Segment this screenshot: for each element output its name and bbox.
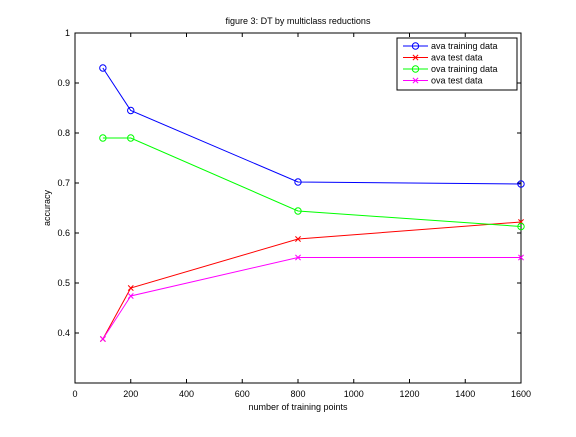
x-tick-label: 1000 — [344, 389, 364, 399]
data-point — [127, 285, 134, 291]
y-tick-label: 0.9 — [57, 78, 70, 88]
legend-label: ova training data — [431, 64, 498, 74]
y-tick-label: 0.4 — [57, 328, 70, 338]
series-line — [102, 137, 522, 227]
series-line — [102, 67, 522, 185]
data-point — [518, 254, 524, 261]
data-point — [295, 254, 301, 261]
series-ova-test-data — [99, 254, 524, 342]
data-point — [99, 134, 107, 142]
series-ava-training-data — [99, 64, 525, 188]
x-tick-label: 800 — [290, 389, 305, 399]
series-line — [102, 257, 521, 340]
data-point — [294, 178, 302, 186]
chart-title: figure 3: DT by multiclass reductions — [226, 16, 371, 26]
data-point — [99, 336, 106, 342]
y-tick-label: 0.7 — [57, 178, 70, 188]
legend-item: ova test data — [403, 76, 483, 86]
x-tick-label: 1200 — [399, 389, 419, 399]
legend-item: ava test data — [403, 53, 483, 63]
x-tick-label: 1400 — [455, 389, 475, 399]
data-point — [127, 293, 134, 299]
legend-marker — [412, 77, 419, 84]
y-tick-label: 1 — [65, 28, 70, 38]
legend-label: ava test data — [431, 53, 483, 63]
data-point — [294, 207, 302, 215]
legend-item: ava training data — [403, 41, 498, 51]
y-tick-label: 0.8 — [57, 128, 70, 138]
data-point — [517, 222, 525, 231]
legend-item: ova training data — [403, 64, 498, 74]
y-tick-label: 0.5 — [57, 278, 70, 288]
data-point — [295, 236, 301, 242]
legend-marker — [411, 65, 420, 73]
x-tick-label: 0 — [72, 389, 77, 399]
data-point — [127, 134, 135, 142]
x-tick-label: 600 — [235, 389, 250, 399]
x-tick-label: 1600 — [511, 389, 531, 399]
legend-label: ova test data — [431, 76, 483, 86]
data-point — [127, 106, 135, 115]
x-axis-label: number of training points — [248, 402, 348, 412]
x-tick-label: 400 — [179, 389, 194, 399]
data-point — [99, 64, 107, 72]
legend-marker — [411, 42, 420, 50]
series-line — [102, 221, 522, 340]
y-tick-label: 0.6 — [57, 228, 70, 238]
series-ova-training-data — [99, 134, 525, 231]
legend-label: ava training data — [431, 41, 498, 51]
y-axis-label: accuracy — [42, 189, 52, 226]
legend-marker — [412, 54, 419, 61]
x-tick-label: 200 — [123, 389, 138, 399]
data-point — [517, 180, 525, 188]
